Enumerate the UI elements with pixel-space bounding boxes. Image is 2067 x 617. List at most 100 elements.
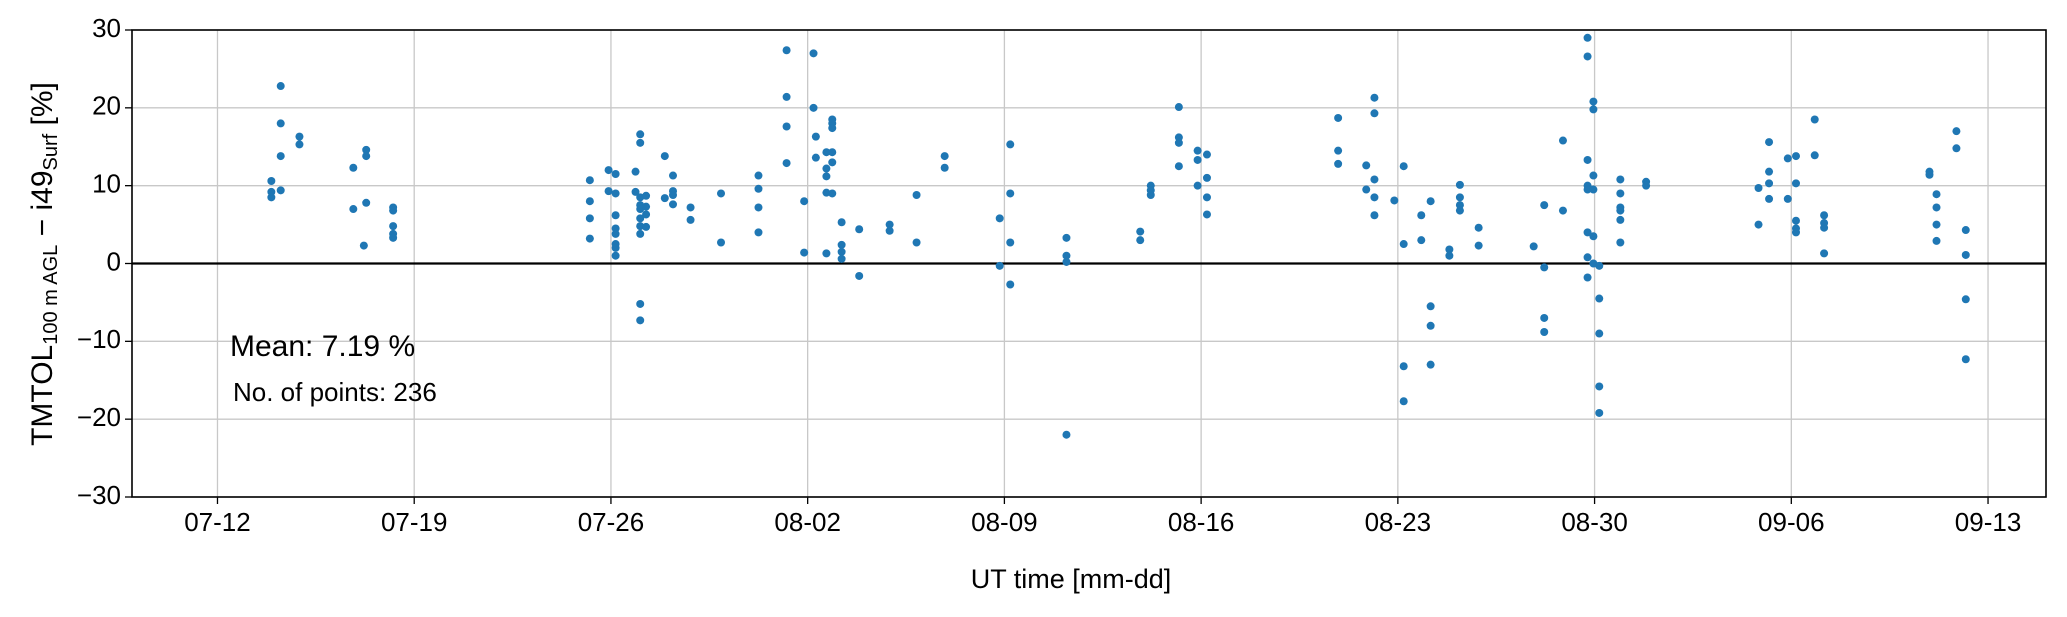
point xyxy=(1810,115,1819,124)
point xyxy=(828,158,837,167)
point xyxy=(1006,238,1015,247)
point xyxy=(1925,170,1934,179)
point xyxy=(800,248,809,257)
point xyxy=(1810,151,1819,160)
point xyxy=(1174,138,1183,147)
point xyxy=(1006,140,1015,149)
point xyxy=(1062,251,1071,260)
y-tick-label: 30 xyxy=(92,13,121,43)
point xyxy=(276,186,285,195)
points xyxy=(267,33,1970,439)
x-axis-label: UT time [mm-dd] xyxy=(971,564,1172,594)
point xyxy=(754,184,763,193)
point xyxy=(585,176,594,185)
point xyxy=(642,191,651,200)
point xyxy=(1952,144,1961,153)
point xyxy=(636,214,645,223)
point xyxy=(1595,294,1604,303)
point xyxy=(611,189,620,198)
point xyxy=(362,152,371,161)
point xyxy=(1583,155,1592,164)
point xyxy=(1583,52,1592,61)
y-label-subscript: 100 m AGL xyxy=(40,245,62,345)
point xyxy=(1062,233,1071,242)
point xyxy=(1540,327,1549,336)
point xyxy=(809,103,818,112)
point xyxy=(1616,238,1625,247)
point xyxy=(611,251,620,260)
point xyxy=(585,234,594,243)
point xyxy=(1455,193,1464,202)
point xyxy=(1474,223,1483,232)
point xyxy=(349,205,358,214)
point xyxy=(669,200,678,209)
point xyxy=(660,194,669,203)
point xyxy=(811,153,820,162)
point xyxy=(1765,138,1774,147)
point xyxy=(636,316,645,325)
point xyxy=(940,163,949,172)
point xyxy=(1589,105,1598,114)
point xyxy=(1370,211,1379,220)
point xyxy=(837,240,846,249)
point xyxy=(1193,181,1202,190)
point xyxy=(389,206,398,215)
point xyxy=(782,92,791,101)
point xyxy=(1370,109,1379,118)
point xyxy=(585,197,594,206)
x-tick-label: 08-02 xyxy=(774,507,841,537)
point xyxy=(1399,162,1408,171)
point xyxy=(1558,136,1567,145)
point xyxy=(1174,162,1183,171)
point xyxy=(636,229,645,238)
point xyxy=(1370,193,1379,202)
point xyxy=(1765,167,1774,176)
y-tick-label: 10 xyxy=(92,169,121,199)
point xyxy=(782,122,791,131)
point xyxy=(800,197,809,206)
point xyxy=(1589,171,1598,180)
x-tick-label: 07-12 xyxy=(184,507,251,537)
point xyxy=(1362,185,1371,194)
point xyxy=(1174,103,1183,112)
point xyxy=(349,163,358,172)
plot-frame xyxy=(131,29,2047,498)
point xyxy=(362,198,371,207)
point xyxy=(1334,146,1343,155)
point xyxy=(940,152,949,161)
point xyxy=(642,222,651,231)
point xyxy=(1362,161,1371,170)
point xyxy=(822,148,831,157)
y-tick-label: 0 xyxy=(107,246,121,276)
point xyxy=(1595,329,1604,338)
point xyxy=(1445,245,1454,254)
y-tick-label: −20 xyxy=(77,402,121,432)
point xyxy=(1616,189,1625,198)
point xyxy=(1783,194,1792,203)
point xyxy=(1558,206,1567,215)
point xyxy=(1202,193,1211,202)
point xyxy=(822,249,831,258)
point xyxy=(276,119,285,128)
point xyxy=(611,229,620,238)
point xyxy=(1583,273,1592,282)
point xyxy=(822,172,831,181)
y-tick-label: −10 xyxy=(77,324,121,354)
point xyxy=(1583,253,1592,262)
point xyxy=(717,189,726,198)
point xyxy=(1540,313,1549,322)
point xyxy=(1642,181,1651,190)
point xyxy=(1146,191,1155,200)
point xyxy=(1952,127,1961,136)
point xyxy=(686,203,695,212)
point xyxy=(1765,194,1774,203)
point xyxy=(1791,152,1800,161)
point xyxy=(1399,362,1408,371)
point xyxy=(1370,93,1379,102)
point xyxy=(362,145,371,154)
point xyxy=(1540,201,1549,210)
point xyxy=(1062,257,1071,266)
y-axis-label: TMTOL100 m AGL − i49Surf [%] xyxy=(26,82,62,446)
point xyxy=(1820,223,1829,232)
point xyxy=(1595,382,1604,391)
